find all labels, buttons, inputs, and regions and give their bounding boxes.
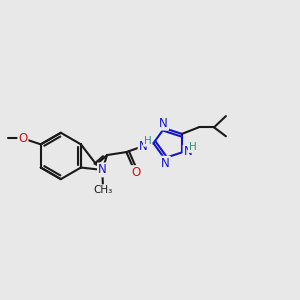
Text: N: N xyxy=(139,140,147,153)
Text: O: O xyxy=(18,132,28,145)
Text: N: N xyxy=(161,157,170,170)
Text: CH₃: CH₃ xyxy=(93,185,112,195)
Text: H: H xyxy=(189,142,196,152)
Text: N: N xyxy=(159,117,168,130)
Text: N: N xyxy=(184,145,192,158)
Text: N: N xyxy=(98,164,107,176)
Text: H: H xyxy=(144,136,152,146)
Text: O: O xyxy=(131,166,140,179)
